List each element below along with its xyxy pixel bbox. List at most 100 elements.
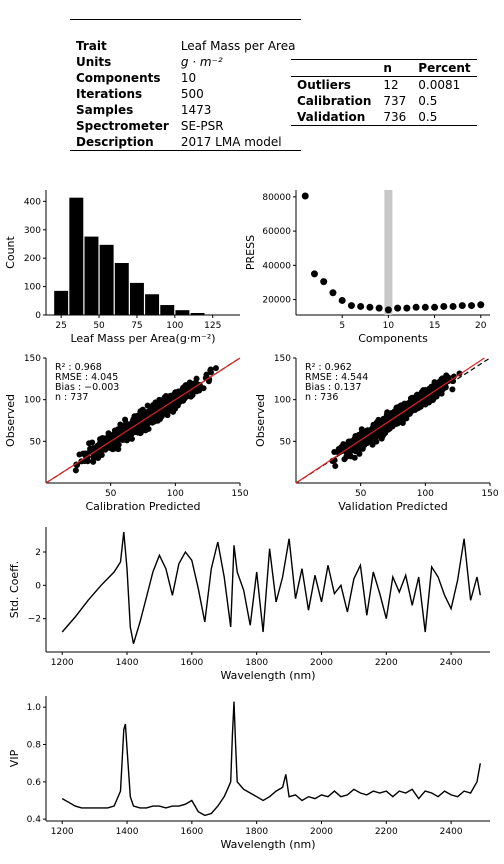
stats-header-label — [291, 59, 378, 77]
observed-point — [207, 369, 214, 376]
hist-y-tick-label: 200 — [24, 254, 41, 264]
observed-point — [378, 419, 385, 426]
hist-y-tick-label: 100 — [24, 283, 41, 293]
hist-y-tick-label: 0 — [35, 311, 41, 321]
observed-point — [412, 395, 419, 402]
meta-key: Iterations — [76, 87, 143, 101]
observed-point — [100, 446, 107, 453]
observed-point — [126, 432, 133, 439]
observed-point — [332, 462, 339, 469]
observed-point — [192, 379, 199, 386]
histogram-bar — [190, 313, 205, 315]
observed-point — [356, 450, 363, 457]
stats-header-n: n — [377, 59, 413, 77]
cal-axes: 50 100 150 50 100 150 Calibration Predicted — [24, 354, 249, 513]
observed-point — [105, 430, 112, 437]
press-point — [449, 302, 457, 310]
observed-point — [181, 383, 188, 390]
meta-key: Components — [76, 71, 161, 85]
coef-x-tick-label: 1600 — [180, 658, 203, 668]
val-y-tick-label: 150 — [274, 354, 291, 364]
val-fit-line — [295, 357, 485, 484]
observed-point — [349, 438, 356, 445]
meta-value: 1473 — [180, 103, 212, 117]
hist-x-tick-label: 125 — [204, 321, 221, 331]
val-x-axis-label: Validation Predicted — [338, 500, 447, 513]
observed-point — [95, 449, 102, 456]
histogram-bar — [84, 236, 99, 315]
coef-series-line — [61, 531, 481, 644]
hist-x-tick-label: 75 — [131, 321, 142, 331]
press-point — [403, 304, 411, 312]
meta-value: 2017 LMA model — [180, 135, 282, 149]
press-point — [347, 302, 355, 310]
vip-y-tick-label: 1.0 — [27, 703, 42, 713]
vip-series-line — [61, 701, 481, 817]
observed-point — [122, 416, 129, 423]
vip-x-tick-label: 1400 — [116, 827, 139, 837]
press-y-tick-label: 80000 — [262, 193, 291, 203]
table-row: Units g · m⁻² — [70, 54, 301, 70]
press-y-tick-label: 20000 — [262, 296, 291, 306]
stats-percent: 0.5 — [418, 94, 438, 108]
observed-point — [112, 430, 119, 437]
press-point — [412, 303, 420, 311]
histogram-bar — [99, 244, 114, 315]
observed-point — [95, 455, 102, 462]
val-stat-annotation: R² : 0.962 — [305, 362, 352, 373]
coef-x-tick-label: 2000 — [310, 658, 333, 668]
observed-point — [144, 418, 151, 425]
coef-y-axis-label: Std. Coeff. — [8, 561, 21, 619]
meta-key: Trait — [76, 39, 107, 53]
press-axes: 5 10 15 20 20000 40000 60000 80000 Components — [262, 190, 490, 345]
observed-point — [352, 445, 359, 452]
val-y-axis-label: Observed — [254, 394, 267, 447]
vip-x-tick-label: 2400 — [440, 827, 463, 837]
histogram-bar — [114, 263, 129, 315]
meta-value: Leaf Mass per Area — [180, 39, 296, 53]
press-point — [440, 302, 448, 310]
observed-point — [418, 391, 425, 398]
stats-key: Calibration — [297, 94, 372, 108]
observed-point — [141, 413, 148, 420]
cal-stat-annotation: RMSE : 4.045 — [55, 372, 118, 383]
coef-x-tick-label: 1800 — [245, 658, 268, 668]
press-y-tick-label: 60000 — [262, 227, 291, 237]
cal-y-tick-label: 150 — [24, 354, 41, 364]
press-point — [301, 192, 309, 200]
val-axes: 50 100 150 50 100 150 Validation Predicted — [274, 354, 499, 513]
coef-y-tick-label: 2 — [35, 548, 41, 558]
press-point — [338, 296, 346, 304]
press-point — [357, 302, 365, 310]
meta-key: Samples — [76, 103, 134, 117]
observed-point — [124, 422, 131, 429]
observed-point — [449, 386, 456, 393]
table-row: Samples 1473 — [70, 102, 301, 118]
histogram-bar — [145, 294, 160, 315]
val-one-to-one-line — [295, 357, 491, 484]
observed-point — [436, 389, 443, 396]
vip-y-tick-label: 0.6 — [27, 778, 42, 788]
observed-point — [425, 399, 432, 406]
press-y-axis-label: PRESS — [244, 235, 257, 270]
stats-percent: 0.5 — [418, 110, 438, 124]
coef-x-tick-label: 1400 — [116, 658, 139, 668]
val-y-tick-label: 100 — [274, 396, 291, 406]
observed-point — [99, 435, 106, 442]
cal-x-tick-label: 50 — [105, 489, 117, 499]
observed-point — [331, 449, 338, 456]
histogram-bar — [160, 305, 175, 315]
observed-point — [183, 393, 190, 400]
press-x-tick-label: 15 — [429, 321, 440, 331]
coef-y-tick-label: 0 — [35, 581, 41, 591]
cal-x-tick-label: 100 — [167, 489, 184, 499]
vip-axes: 1200 1400 1600 1800 2000 2200 2400 0.4 0.6 0.8 1.0… — [27, 696, 490, 851]
val-x-tick-label: 150 — [481, 489, 498, 499]
observed-point — [193, 388, 200, 395]
press-point — [310, 270, 318, 278]
vip-x-tick-label: 2200 — [375, 827, 398, 837]
hist-y-tick-label: 400 — [24, 197, 41, 207]
press-x-axis-label: Components — [358, 332, 428, 345]
press-y-tick-label: 40000 — [262, 261, 291, 271]
